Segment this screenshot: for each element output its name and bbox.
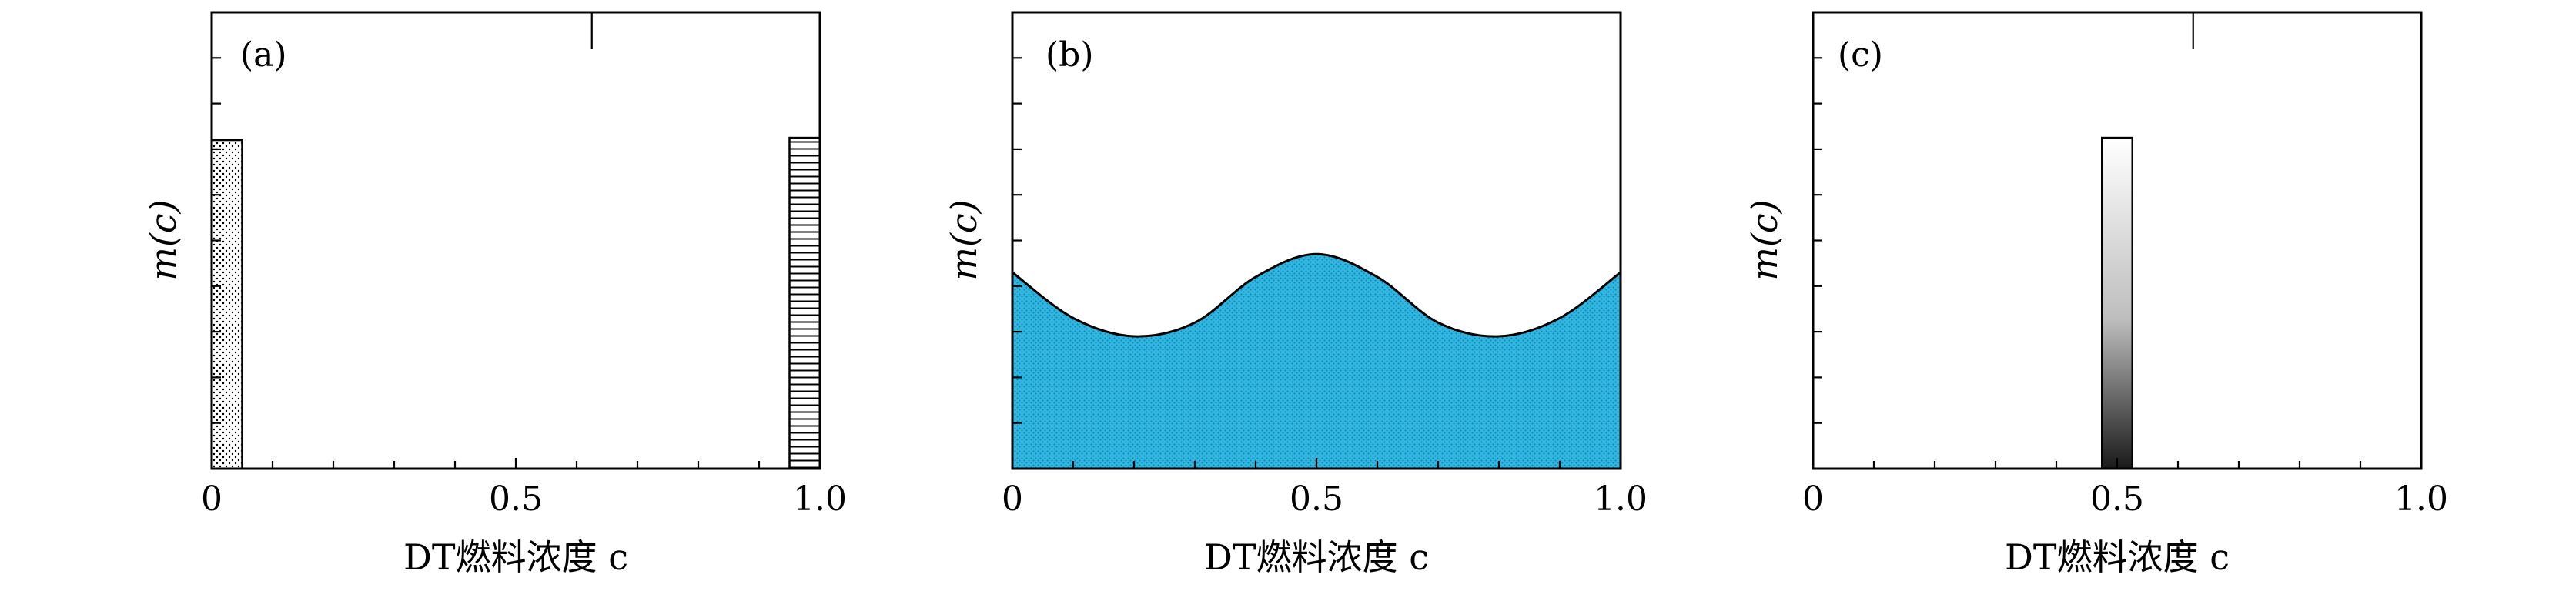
panel-a: (a) 0 0.5 1.0 DT燃料浓度 c m(c) [142, 11, 847, 578]
panel-a-bar-1 [788, 136, 821, 470]
panel-c: (c) 0 0.5 1.0 DT燃料浓度 c m(c) [1744, 11, 2448, 578]
panel-a-data-layer [210, 136, 821, 470]
panel-c-xtick-2: 1.0 [2394, 479, 2448, 519]
panel-c-ylabel: m(c) [1744, 199, 1785, 280]
panel-a-frame [210, 11, 821, 470]
panel-b-xtick-2: 1.0 [1594, 479, 1648, 519]
panel-c-xtick-1: 0.5 [2090, 479, 2144, 519]
panel-b-ylabel: m(c) [943, 199, 985, 280]
panel-b-curve [1012, 252, 1621, 338]
panel-c-label: (c) [1838, 35, 1883, 75]
panel-b-xlabel: DT燃料浓度 c [1204, 536, 1429, 578]
panel-c-data-layer [2101, 136, 2133, 470]
panel-b-xtick-0: 0 [1002, 479, 1023, 519]
panel-a-xtick-1: 0.5 [489, 479, 543, 519]
panel-a-xtick-2: 1.0 [793, 479, 847, 519]
panel-c-ticks [1813, 12, 2362, 469]
panel-a-bar-0 [210, 139, 243, 470]
panel-b-xtick-1: 0.5 [1290, 479, 1343, 519]
panel-b: (b) 0 0.5 1.0 DT燃料浓度 c m(c) [943, 11, 1648, 578]
panel-a-ylabel: m(c) [142, 199, 184, 280]
panel-a-ticks [212, 12, 761, 469]
panel-a-label: (a) [240, 35, 287, 75]
panel-b-data-layer [1012, 252, 1621, 469]
panel-a-xlabel: DT燃料浓度 c [403, 536, 628, 578]
panel-c-bar-0 [2101, 136, 2133, 470]
panel-c-xtick-0: 0 [1802, 479, 1824, 519]
panel-b-label: (b) [1045, 35, 1094, 75]
panel-a-xtick-0: 0 [201, 479, 222, 519]
panel-b-ticks [1012, 57, 1561, 469]
panel-c-xlabel: DT燃料浓度 c [2005, 536, 2230, 578]
panel-b-area-fill [1012, 254, 1621, 469]
